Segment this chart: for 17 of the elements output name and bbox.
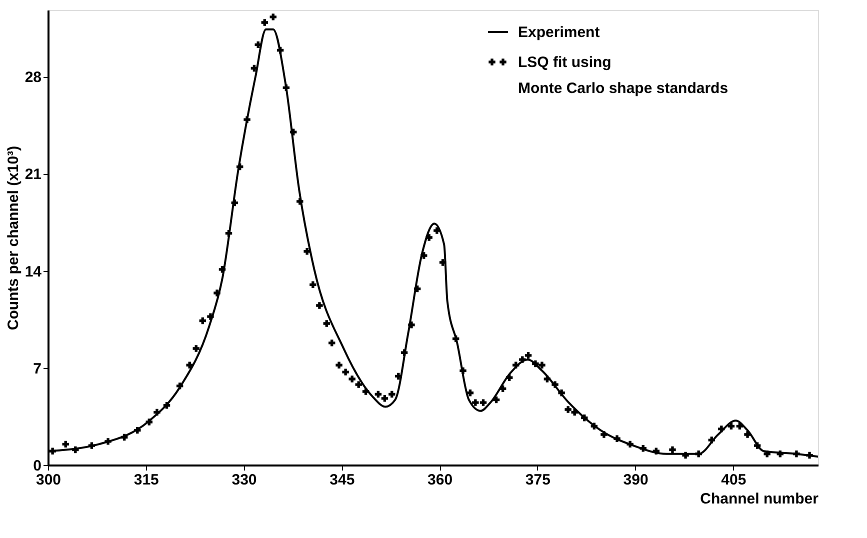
x-tick-label: 345 — [330, 472, 355, 488]
x-tick-label: 330 — [232, 472, 257, 488]
x-tick-label: 360 — [428, 472, 453, 488]
y-tick-label: 0 — [33, 458, 42, 474]
legend-label: LSQ fit using Monte Carlo shape standards — [518, 54, 728, 97]
legend-label: Experiment — [518, 24, 600, 41]
x-tick-label: 405 — [721, 472, 746, 488]
y-tick-label: 28 — [24, 69, 42, 86]
y-tick-label: 21 — [24, 166, 42, 184]
x-tick-label: 390 — [623, 472, 648, 488]
x-tick-label: 300 — [36, 472, 62, 488]
x-axis-title: Channel number — [700, 490, 819, 508]
x-tick-label: 315 — [134, 472, 159, 488]
y-axis-title: Counts per channel (x10³) — [4, 146, 22, 330]
y-tick-label: 7 — [33, 360, 42, 378]
x-tick-label: 375 — [525, 472, 550, 488]
y-tick-label: 14 — [24, 263, 42, 280]
